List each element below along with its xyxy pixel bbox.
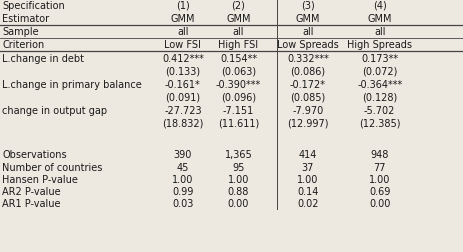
Text: (0.072): (0.072) — [362, 66, 397, 76]
Text: Specification: Specification — [2, 1, 65, 11]
Text: (0.128): (0.128) — [362, 92, 397, 102]
Text: Criterion: Criterion — [2, 40, 44, 50]
Text: AR2 P-value: AR2 P-value — [2, 186, 61, 196]
Text: 0.69: 0.69 — [369, 186, 390, 196]
Text: (0.096): (0.096) — [221, 92, 256, 102]
Text: 1.00: 1.00 — [297, 174, 319, 184]
Text: (0.091): (0.091) — [165, 92, 200, 102]
Text: Low Spreads: Low Spreads — [277, 40, 339, 50]
Text: L.change in debt: L.change in debt — [2, 53, 84, 64]
Text: 0.88: 0.88 — [228, 186, 249, 196]
Text: (0.063): (0.063) — [221, 66, 256, 76]
Text: 0.154**: 0.154** — [220, 53, 257, 64]
Text: 0.14: 0.14 — [297, 186, 319, 196]
Text: 0.412***: 0.412*** — [162, 53, 204, 64]
Text: 0.03: 0.03 — [172, 198, 194, 208]
Text: 0.332***: 0.332*** — [287, 53, 329, 64]
Text: 390: 390 — [174, 149, 192, 159]
Text: 1.00: 1.00 — [172, 174, 194, 184]
Text: 45: 45 — [177, 162, 189, 172]
Text: -0.364***: -0.364*** — [357, 79, 402, 89]
Text: 0.99: 0.99 — [172, 186, 194, 196]
Text: 0.00: 0.00 — [228, 198, 249, 208]
Text: (0.133): (0.133) — [165, 66, 200, 76]
Text: all: all — [374, 27, 385, 37]
Text: -0.390***: -0.390*** — [216, 79, 261, 89]
Text: 77: 77 — [374, 162, 386, 172]
Text: (4): (4) — [373, 1, 387, 11]
Text: 414: 414 — [299, 149, 317, 159]
Text: Low FSI: Low FSI — [164, 40, 201, 50]
Text: GMM: GMM — [368, 14, 392, 24]
Text: -0.161*: -0.161* — [165, 79, 201, 89]
Text: -5.702: -5.702 — [364, 105, 395, 115]
Text: -7.970: -7.970 — [292, 105, 324, 115]
Text: GMM: GMM — [226, 14, 250, 24]
Text: 1.00: 1.00 — [369, 174, 390, 184]
Text: (12.385): (12.385) — [359, 118, 400, 128]
Text: (12.997): (12.997) — [287, 118, 329, 128]
Text: AR1 P-value: AR1 P-value — [2, 198, 61, 208]
Text: 37: 37 — [302, 162, 314, 172]
Text: High Spreads: High Spreads — [347, 40, 412, 50]
Text: (0.085): (0.085) — [290, 92, 325, 102]
Text: 0.02: 0.02 — [297, 198, 319, 208]
Text: Sample: Sample — [2, 27, 39, 37]
Text: 0.173**: 0.173** — [361, 53, 398, 64]
Text: Number of countries: Number of countries — [2, 162, 103, 172]
Text: Hansen P-value: Hansen P-value — [2, 174, 78, 184]
Text: High FSI: High FSI — [219, 40, 258, 50]
Text: GMM: GMM — [171, 14, 195, 24]
Text: (1): (1) — [176, 1, 190, 11]
Text: 95: 95 — [232, 162, 244, 172]
Text: (0.086): (0.086) — [290, 66, 325, 76]
Text: 948: 948 — [370, 149, 389, 159]
Text: 1,365: 1,365 — [225, 149, 252, 159]
Text: GMM: GMM — [296, 14, 320, 24]
Text: Estimator: Estimator — [2, 14, 50, 24]
Text: (2): (2) — [232, 1, 245, 11]
Text: -0.172*: -0.172* — [290, 79, 326, 89]
Text: (18.832): (18.832) — [162, 118, 204, 128]
Text: all: all — [302, 27, 313, 37]
Text: L.change in primary balance: L.change in primary balance — [2, 79, 142, 89]
Text: change in output gap: change in output gap — [2, 105, 107, 115]
Text: all: all — [177, 27, 188, 37]
Text: 0.00: 0.00 — [369, 198, 390, 208]
Text: 1.00: 1.00 — [228, 174, 249, 184]
Text: -7.151: -7.151 — [223, 105, 254, 115]
Text: (11.611): (11.611) — [218, 118, 259, 128]
Text: Observations: Observations — [2, 149, 67, 159]
Text: -27.723: -27.723 — [164, 105, 202, 115]
Text: (3): (3) — [301, 1, 315, 11]
Text: all: all — [233, 27, 244, 37]
